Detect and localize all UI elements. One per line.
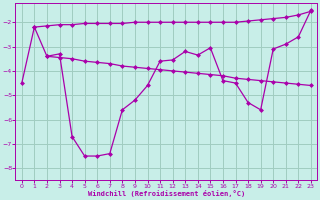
- X-axis label: Windchill (Refroidissement éolien,°C): Windchill (Refroidissement éolien,°C): [88, 190, 245, 197]
